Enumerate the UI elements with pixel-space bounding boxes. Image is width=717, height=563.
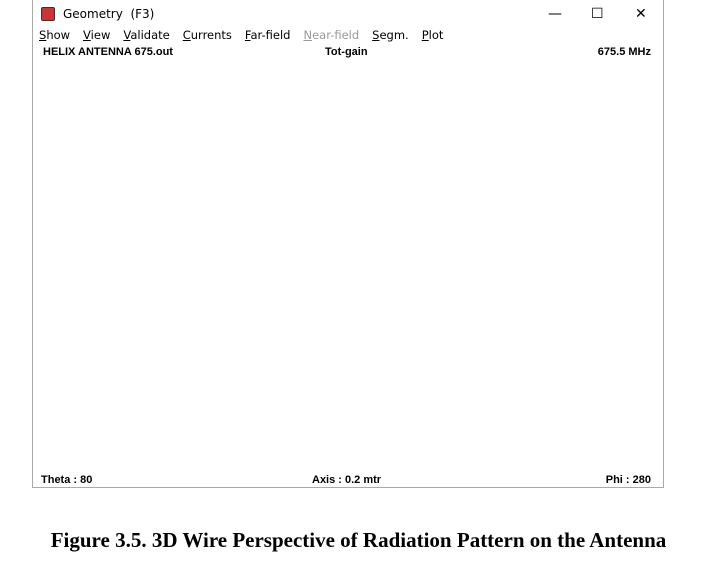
theta: Theta : 80 xyxy=(41,474,93,486)
figure-caption: Figure 3.5. 3D Wire Perspective of Radia… xyxy=(50,528,667,552)
menu-item[interactable]: Plot xyxy=(421,28,444,42)
quantity: Tot-gain xyxy=(325,46,368,58)
file-name: HELIX ANTENNA 675.out xyxy=(43,46,173,58)
app-icon xyxy=(41,7,55,21)
phi: Phi : 280 xyxy=(605,474,651,486)
menu-item[interactable]: Currents xyxy=(182,28,232,42)
frequency: 675.5 MHz xyxy=(597,46,651,58)
close-button[interactable]: ✕ xyxy=(635,6,647,22)
menu-item: Near-field xyxy=(303,28,360,42)
menu-item[interactable]: Show xyxy=(39,28,71,42)
menu-item[interactable]: Segm. xyxy=(372,28,409,42)
window: Geometry (F3) — ☐ ✕ Show View Validate Curr… xyxy=(32,0,664,488)
menu-bar: Show View Validate Currents Far-field Near-fi… xyxy=(33,28,663,44)
window-title: Geometry (F3) xyxy=(63,7,155,21)
menu-item[interactable]: View xyxy=(83,28,111,42)
axis-scale: Axis : 0.2 mtr xyxy=(312,474,382,486)
menu-item[interactable]: Validate xyxy=(123,28,170,42)
menu-item[interactable]: Far-field xyxy=(244,28,291,42)
minimize-button[interactable]: — xyxy=(548,6,562,22)
maximize-button[interactable]: ☐ xyxy=(591,6,604,22)
title-bar: Geometry (F3) — ☐ ✕ xyxy=(33,0,663,28)
